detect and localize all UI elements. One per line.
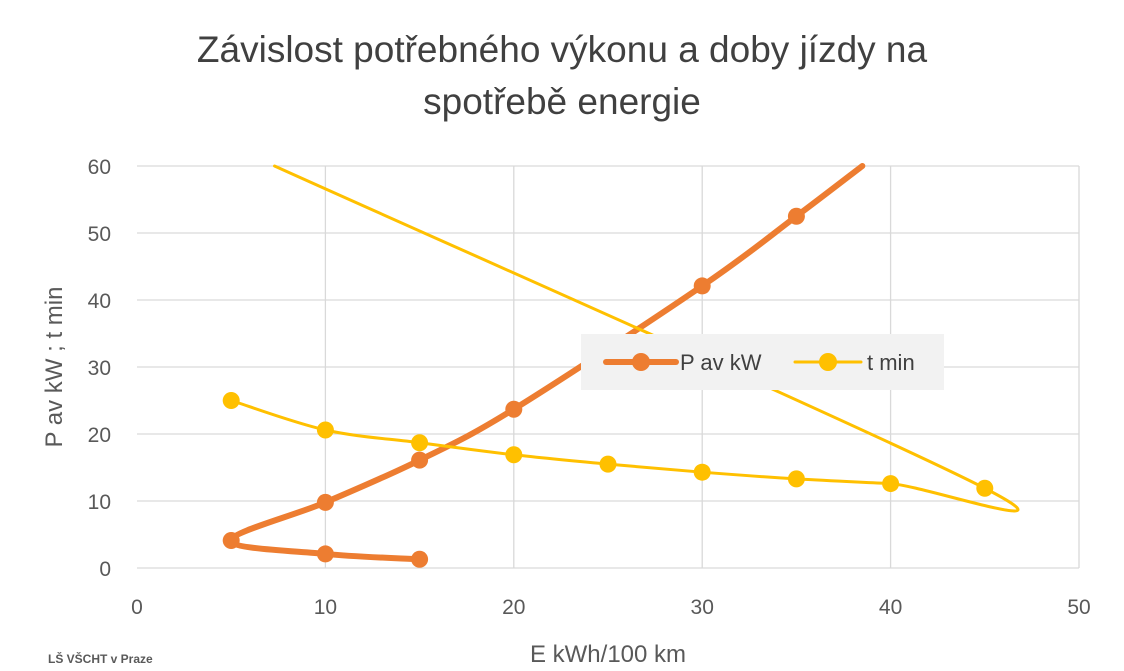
tick-labels: 0 10 20 30 40 50 60 0 10 20 30 40 50 — [88, 156, 1091, 619]
x-tick-label: 20 — [502, 596, 525, 619]
x-tick-label: 30 — [691, 596, 714, 619]
legend-label-p-av: P av kW — [680, 350, 762, 375]
y-axis-label: P av kW ; t min — [41, 287, 68, 448]
point-p-av-kw-0 — [411, 550, 429, 568]
x-tick-label: 10 — [314, 596, 337, 619]
point-p-av-kw-6 — [693, 277, 711, 295]
chart-title: Závislost potřebného výkonu a doby jízdy… — [0, 24, 1124, 128]
legend-marker-p-av — [632, 353, 650, 371]
series-layer — [222, 163, 1020, 568]
x-tick-label: 40 — [879, 596, 902, 619]
y-tick-label: 10 — [88, 491, 111, 514]
point-t-min-2 — [411, 434, 429, 452]
x-tick-label: 50 — [1067, 596, 1090, 619]
point-t-min-8 — [976, 479, 994, 497]
legend-marker-t-min — [819, 353, 837, 371]
point-p-av-kw-2 — [222, 532, 240, 550]
x-axis-label: E kWh/100 km — [530, 641, 686, 668]
y-tick-label: 30 — [88, 357, 111, 380]
point-t-min-3 — [505, 446, 523, 464]
point-t-min-0 — [222, 392, 240, 409]
point-p-av-kw-5 — [505, 400, 523, 418]
point-t-min-4 — [599, 455, 617, 473]
footer-text: LŠ VŠCHT v Praze — [48, 652, 153, 666]
point-t-min-5 — [693, 463, 711, 481]
y-tick-label: 50 — [88, 223, 111, 246]
x-tick-label: 0 — [131, 596, 143, 619]
chart-title-line-1: Závislost potřebného výkonu a doby jízdy… — [196, 29, 928, 70]
legend: P av kW t min — [581, 334, 944, 390]
chart-title-line-2: spotřebě energie — [423, 81, 701, 122]
series-line-p-av-kw — [228, 163, 866, 563]
point-t-min-6 — [787, 470, 805, 488]
y-tick-label: 0 — [99, 558, 111, 581]
y-tick-label: 20 — [88, 424, 111, 447]
point-t-min-1 — [316, 421, 334, 439]
y-tick-label: 60 — [88, 156, 111, 179]
point-p-av-kw-7 — [787, 207, 805, 225]
point-p-av-kw-3 — [316, 493, 334, 511]
legend-label-t-min: t min — [867, 350, 915, 375]
point-p-av-kw-1 — [316, 545, 334, 563]
point-p-av-kw-4 — [411, 451, 429, 469]
point-t-min-7 — [882, 475, 900, 493]
y-tick-label: 40 — [88, 290, 111, 313]
